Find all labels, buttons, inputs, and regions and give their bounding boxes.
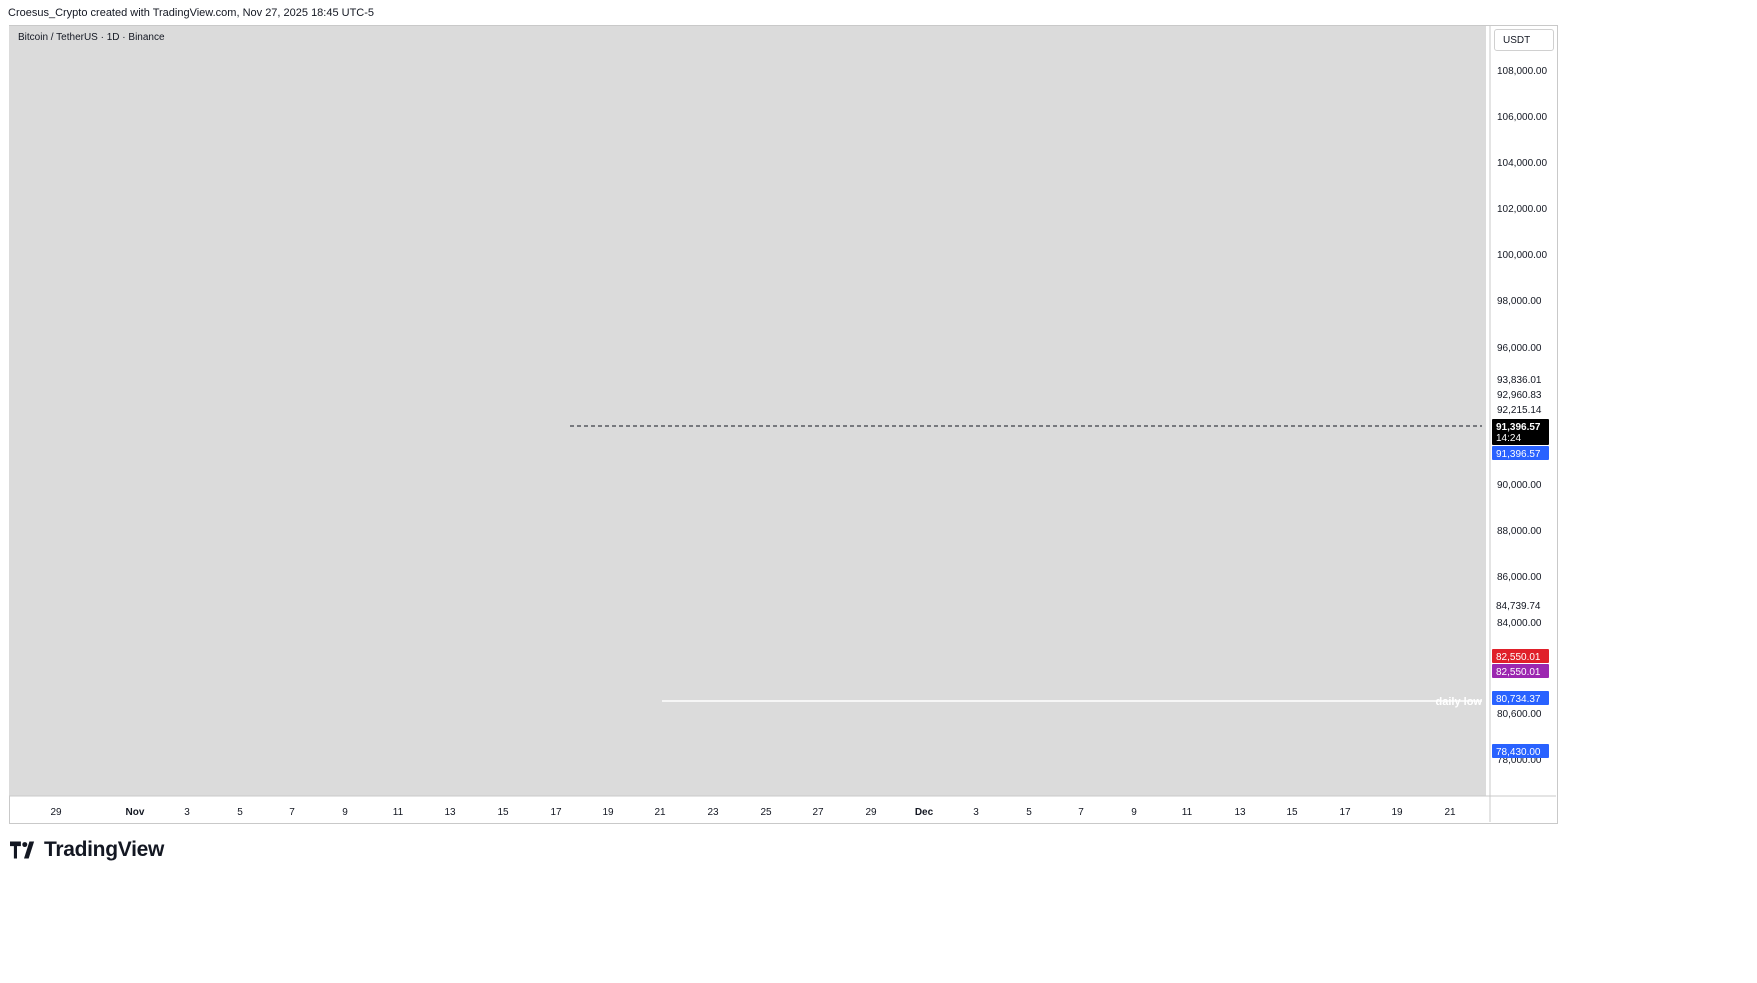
x-tick-label: 5: [237, 807, 243, 818]
x-tick-label: 9: [1131, 807, 1137, 818]
price-tag-label: 84,739.74: [1496, 601, 1541, 612]
tradingview-logo-icon: [10, 841, 35, 859]
x-tick-label: 11: [393, 807, 404, 818]
y-tick-label: 88,000.00: [1497, 526, 1542, 537]
y-tick-label: 106,000.00: [1497, 112, 1547, 123]
price-tag[interactable]: [1492, 419, 1549, 445]
price-tag-countdown: 14:24: [1496, 433, 1521, 444]
y-tick-label: 92,960.83: [1497, 390, 1542, 401]
price-tag[interactable]: [1492, 598, 1549, 612]
x-tick-label: 27: [812, 807, 824, 818]
x-tick-label: 17: [1339, 807, 1351, 818]
price-tag-label: 82,550.01: [1496, 667, 1541, 678]
y-tick-label: 84,000.00: [1497, 618, 1542, 629]
x-tick-label: 25: [760, 807, 772, 818]
x-tick-label: 23: [707, 807, 719, 818]
x-tick-label: 3: [973, 807, 979, 818]
x-tick-label: 15: [497, 807, 509, 818]
x-tick-label: Nov: [126, 807, 145, 818]
x-tick-label: 7: [289, 807, 295, 818]
x-tick-label: Dec: [915, 807, 934, 818]
x-tick-label: 3: [184, 807, 190, 818]
x-tick-label: 13: [444, 807, 456, 818]
daily-low-label: daily low: [1436, 696, 1483, 708]
currency-button[interactable]: USDT: [1494, 29, 1554, 51]
x-tick-label: 13: [1234, 807, 1246, 818]
y-tick-label: 78,000.00: [1497, 755, 1542, 766]
y-tick-label: 108,000.00: [1497, 66, 1547, 77]
x-tick-label: 5: [1026, 807, 1032, 818]
x-tick-label: 7: [1078, 807, 1084, 818]
y-tick-label: 92,215.14: [1497, 405, 1542, 416]
price-tag[interactable]: [1492, 446, 1549, 460]
y-tick-label: 96,000.00: [1497, 343, 1542, 354]
x-tick-label: 21: [1444, 807, 1456, 818]
tradingview-logo[interactable]: TradingView: [10, 838, 164, 862]
x-tick-label: 29: [865, 807, 877, 818]
y-tick-label: 104,000.00: [1497, 158, 1547, 169]
y-tick-label: 86,000.00: [1497, 572, 1542, 583]
price-tag-label: 80,734.37: [1496, 694, 1541, 705]
tradingview-wordmark: TradingView: [44, 838, 165, 861]
y-tick-label: 98,000.00: [1497, 296, 1542, 307]
x-tick-label: 15: [1286, 807, 1298, 818]
x-tick-label: 9: [342, 807, 348, 818]
price-tag[interactable]: [1492, 691, 1549, 705]
x-tick-label: 19: [602, 807, 614, 818]
x-tick-label: 21: [654, 807, 666, 818]
y-tick-label: 102,000.00: [1497, 204, 1547, 215]
plot-area[interactable]: [9, 26, 1486, 796]
price-tag[interactable]: [1492, 744, 1549, 758]
price-tag-label: 91,396.57: [1496, 422, 1541, 433]
chart-caption: Croesus_Crypto created with TradingView.…: [8, 7, 375, 19]
price-tag[interactable]: [1492, 664, 1549, 678]
price-tag-label: 78,430.00: [1496, 747, 1541, 758]
x-tick-label: 29: [50, 807, 62, 818]
price-tag-label: 91,396.57: [1496, 449, 1541, 460]
price-tag[interactable]: [1492, 649, 1549, 663]
y-tick-label: 80,600.00: [1497, 709, 1542, 720]
symbol-info[interactable]: Bitcoin / TetherUS · 1D · Binance: [16, 31, 167, 44]
x-tick-label: 17: [550, 807, 562, 818]
x-tick-label: 19: [1391, 807, 1403, 818]
y-tick-label: 90,000.00: [1497, 480, 1542, 491]
y-tick-label: 100,000.00: [1497, 250, 1547, 261]
price-tag-label: 82,550.01: [1496, 652, 1541, 663]
x-tick-label: 11: [1182, 807, 1193, 818]
y-tick-label: 93,836.01: [1497, 375, 1542, 386]
